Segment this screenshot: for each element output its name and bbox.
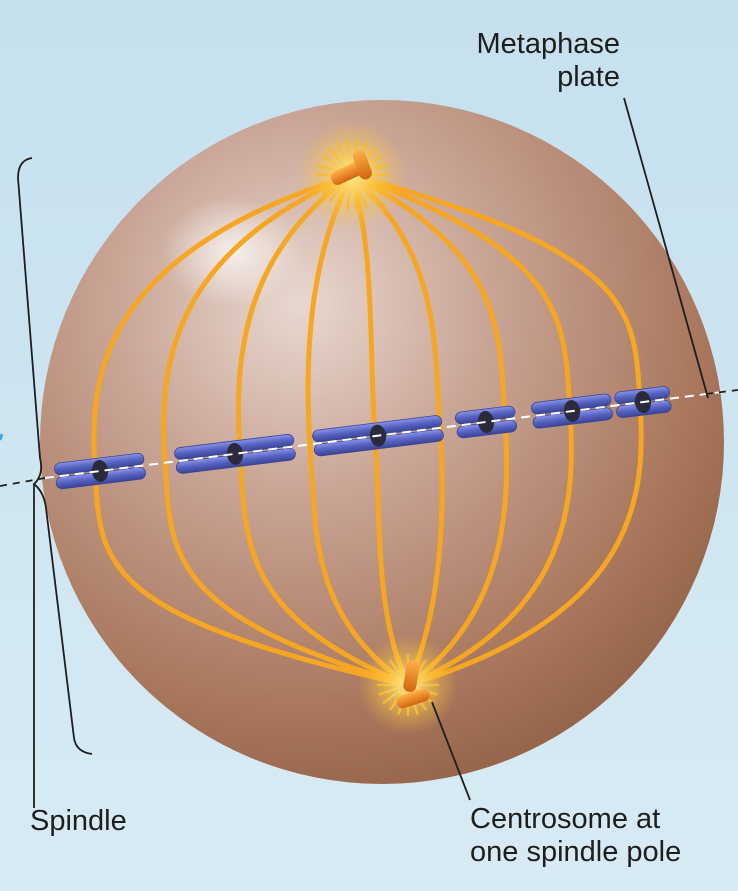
chromosome bbox=[54, 452, 146, 490]
centrosome-label: Centrosome at one spindle pole bbox=[470, 803, 681, 869]
metaphase-plate-label-line-1: Metaphase bbox=[476, 28, 621, 60]
centrosome-leader bbox=[431, 701, 471, 801]
metaphase-plate-line bbox=[44, 391, 723, 479]
spindle-label: Spindle bbox=[30, 805, 127, 837]
spindle-microtubule bbox=[349, 172, 510, 688]
chromosome bbox=[174, 433, 296, 474]
metaphase-plate-leader bbox=[623, 97, 709, 399]
metaphase-plate-label: Metaphase plate bbox=[477, 28, 621, 94]
chromosome bbox=[614, 386, 672, 419]
centromere bbox=[226, 442, 244, 465]
chromosomes bbox=[54, 386, 672, 490]
metaphase-plate-label-line-2: plate bbox=[557, 61, 620, 93]
top-centrosome bbox=[330, 150, 373, 185]
spindle-microtubule bbox=[305, 172, 411, 688]
metaphase-plate-line-outside-right bbox=[705, 389, 738, 395]
centrosome-label-line-1: Centrosome at bbox=[470, 803, 661, 835]
left-edge-mark bbox=[0, 433, 4, 441]
centrosome bbox=[396, 660, 430, 709]
centromere bbox=[477, 411, 495, 433]
centrosome-label-line-2: one spindle pole bbox=[470, 836, 682, 868]
centromere bbox=[91, 460, 109, 482]
chromosome bbox=[312, 415, 444, 457]
chromosome bbox=[454, 405, 518, 439]
